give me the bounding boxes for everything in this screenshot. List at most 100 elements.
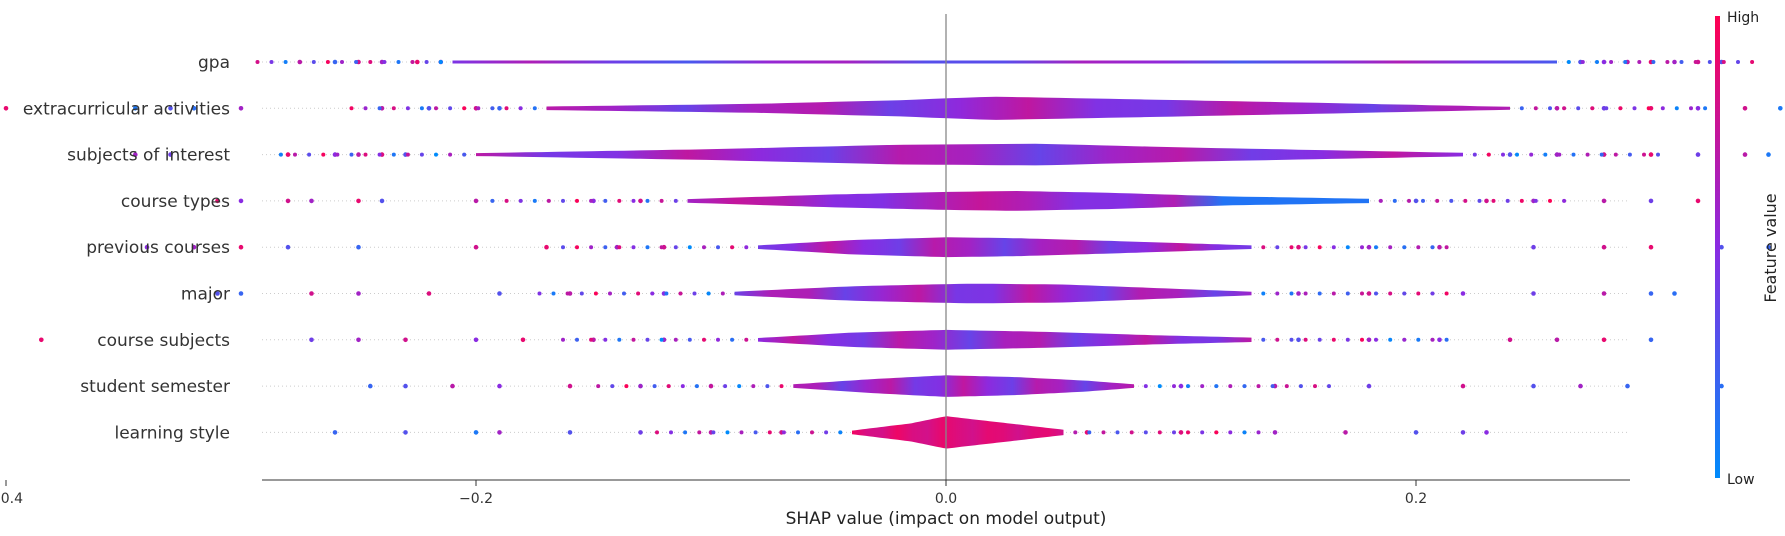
fringe-point: [645, 245, 650, 250]
fringe-point: [1599, 152, 1604, 157]
outlier-point: [309, 291, 314, 296]
outlier-point: [1648, 152, 1654, 157]
outlier-point: [497, 106, 502, 111]
fringe-point: [1665, 60, 1670, 64]
fringe-point: [1477, 198, 1482, 203]
fringe-point: [694, 384, 699, 389]
fringe-point: [1505, 198, 1510, 203]
fringe-point: [504, 106, 509, 111]
outlier-point: [567, 430, 573, 435]
fringe-point: [1378, 198, 1383, 203]
fringe-point: [1656, 152, 1660, 157]
fringe-point: [1331, 337, 1336, 342]
fringe-point: [1275, 337, 1280, 342]
fringe-point: [1345, 291, 1350, 296]
fringe-point: [608, 291, 612, 296]
fringe-point: [709, 384, 713, 389]
fringe-point: [622, 291, 626, 296]
outlier-point: [1413, 430, 1419, 435]
fringe-point: [796, 430, 800, 435]
outlier-point: [403, 383, 408, 389]
fringe-point: [504, 198, 509, 203]
fringe-point: [532, 198, 537, 203]
outlier-point: [567, 383, 573, 389]
outlier-point: [238, 198, 244, 204]
fringe-point: [659, 198, 664, 203]
outlier-point: [356, 244, 361, 250]
outlier-points-layer: [3, 59, 1783, 435]
outlier-point: [1554, 337, 1560, 343]
outlier-point: [309, 337, 314, 343]
fringe-point: [723, 384, 728, 389]
fringe-point: [1571, 152, 1576, 157]
fringe-point: [1374, 245, 1378, 250]
outlier-point: [1460, 430, 1466, 435]
fringe-point: [405, 106, 410, 111]
fringe-point: [810, 430, 814, 435]
fringe-point: [1674, 106, 1679, 111]
outlier-point: [285, 244, 291, 250]
fringe-point: [636, 291, 641, 296]
fringe-point: [617, 245, 622, 250]
fringe-point: [1327, 384, 1331, 389]
fringe-point: [1073, 430, 1078, 435]
fringe-point: [1491, 198, 1496, 203]
fringe-point: [730, 245, 735, 250]
fringe-point: [1416, 245, 1421, 250]
fringe-point: [396, 60, 401, 64]
fringe-point: [631, 337, 636, 342]
outlier-point: [285, 152, 291, 157]
outlier-point: [356, 152, 361, 157]
fringe-point: [307, 152, 312, 157]
fringe-point: [565, 291, 570, 296]
feature-label: subjects of interest: [67, 146, 230, 166]
fringe-point: [537, 291, 542, 296]
fringe-point: [1613, 152, 1618, 157]
fringe-point: [293, 152, 297, 157]
x-tick-label: 0.2: [1405, 491, 1427, 507]
outlier-point: [497, 430, 502, 435]
fringe-point: [1707, 60, 1712, 64]
outlier-point: [544, 244, 549, 250]
fringe-point: [1402, 245, 1407, 250]
outlier-point: [1296, 337, 1301, 343]
fringe-point: [1421, 198, 1425, 203]
outlier-point: [379, 198, 385, 204]
fringe-point: [702, 337, 706, 342]
fringe-point: [617, 198, 622, 203]
fringe-point: [325, 60, 330, 64]
fringe-point: [340, 60, 344, 64]
outlier-point: [1178, 430, 1184, 435]
fringe-point: [730, 337, 735, 342]
fringe-point: [725, 430, 730, 435]
fringe-point: [631, 198, 636, 203]
fringe-point: [1430, 245, 1435, 250]
fringe-point: [1750, 60, 1755, 64]
fringe-point: [434, 152, 438, 157]
outlier-point: [238, 244, 244, 250]
outlier-point: [473, 430, 479, 435]
fringe-point: [1261, 337, 1266, 342]
outlier-point: [1437, 244, 1442, 250]
fringe-point: [1228, 430, 1233, 435]
fringe-point: [1256, 430, 1261, 435]
fringe-point: [1200, 384, 1205, 389]
fringe-point: [1275, 245, 1280, 250]
outlier-point: [1601, 244, 1607, 250]
fringe-point: [751, 384, 756, 389]
fringe-point: [1303, 245, 1308, 250]
fringe-point: [589, 198, 594, 203]
fringe-point: [589, 337, 594, 342]
fringe-point: [1172, 384, 1176, 389]
fringe-point: [739, 430, 744, 435]
outlier-point: [356, 291, 361, 296]
fringe-point: [1157, 430, 1162, 435]
fringe-point: [1402, 337, 1407, 342]
outlier-point: [1648, 198, 1654, 204]
outlier-point: [1296, 244, 1301, 250]
fringe-point: [1261, 291, 1266, 296]
fringe-point: [1345, 337, 1350, 342]
fringe-point: [448, 106, 453, 111]
violin-body: [546, 96, 1510, 120]
fringe-point: [546, 198, 551, 203]
